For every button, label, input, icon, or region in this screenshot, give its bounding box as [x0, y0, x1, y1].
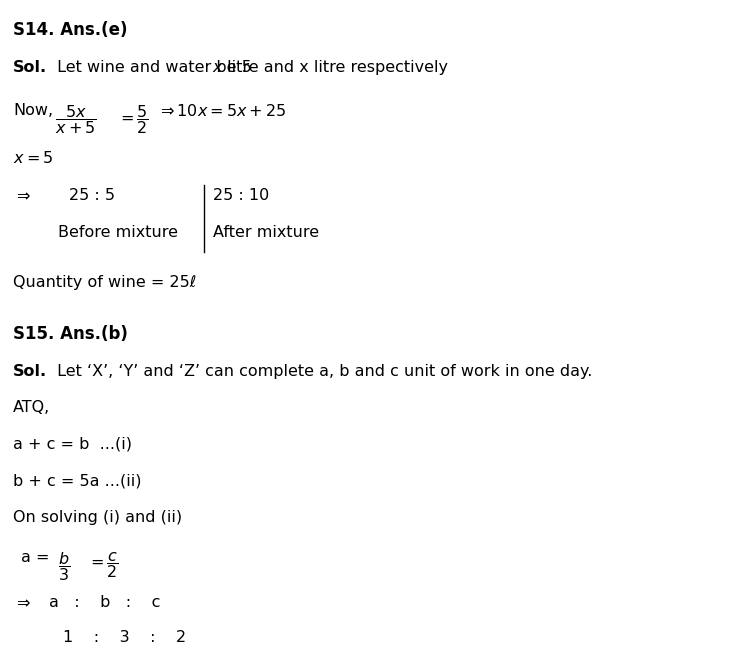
Text: Sol.: Sol. [13, 60, 47, 75]
Text: S15. Ans.(b): S15. Ans.(b) [13, 325, 128, 343]
Text: Before mixture: Before mixture [58, 225, 177, 240]
Text: b + c = 5a ...(ii): b + c = 5a ...(ii) [13, 474, 142, 489]
Text: Let wine and water be 5: Let wine and water be 5 [52, 60, 251, 75]
Text: 1    :    3    :    2: 1 : 3 : 2 [63, 630, 186, 645]
Text: ATQ,: ATQ, [13, 400, 50, 416]
Text: S14. Ans.(e): S14. Ans.(e) [13, 21, 128, 39]
Text: 25 : 10: 25 : 10 [213, 188, 269, 204]
Text: $=\dfrac{5}{2}$: $=\dfrac{5}{2}$ [117, 103, 149, 137]
Text: x: x [213, 60, 222, 75]
Text: $\Rightarrow$: $\Rightarrow$ [13, 595, 31, 611]
Text: After mixture: After mixture [213, 225, 319, 240]
Text: $\dfrac{b}{3}$: $\dfrac{b}{3}$ [58, 550, 69, 583]
Text: a   :    b   :    c: a : b : c [49, 595, 160, 611]
Text: litre and x litre respectively: litre and x litre respectively [222, 60, 449, 75]
Text: Quantity of wine = 25ℓ: Quantity of wine = 25ℓ [13, 275, 197, 290]
Text: Sol.: Sol. [13, 364, 47, 379]
Text: a + c = b  ...(i): a + c = b ...(i) [13, 437, 132, 452]
Text: $\Rightarrow$: $\Rightarrow$ [13, 188, 31, 204]
Text: $x = 5$: $x = 5$ [13, 150, 54, 166]
Text: $\dfrac{5x}{x+5}$: $\dfrac{5x}{x+5}$ [55, 103, 97, 137]
Text: On solving (i) and (ii): On solving (i) and (ii) [13, 510, 183, 525]
Text: a =: a = [21, 550, 50, 565]
Text: 25 : 5: 25 : 5 [69, 188, 115, 204]
Text: Now,: Now, [13, 103, 53, 119]
Text: $=\dfrac{c}{2}$: $=\dfrac{c}{2}$ [87, 550, 119, 580]
Text: $\Rightarrow 10x = 5x + 25$: $\Rightarrow 10x = 5x + 25$ [157, 103, 287, 119]
Text: Let ‘X’, ‘Y’ and ‘Z’ can complete a, b and c unit of work in one day.: Let ‘X’, ‘Y’ and ‘Z’ can complete a, b a… [52, 364, 592, 379]
